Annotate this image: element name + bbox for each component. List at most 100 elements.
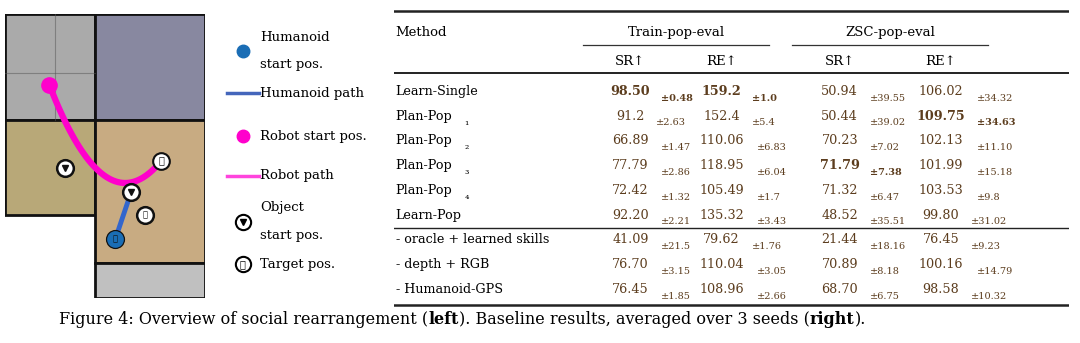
Text: Figure 4: Overview of social rearrangement (: Figure 4: Overview of social rearrangeme… — [59, 311, 429, 328]
Text: Plan-Pop: Plan-Pop — [395, 159, 453, 172]
Text: ±1.32: ±1.32 — [661, 192, 691, 202]
Text: Humanoid: Humanoid — [260, 31, 330, 44]
Text: ±15.18: ±15.18 — [976, 168, 1013, 177]
Text: ±21.5: ±21.5 — [661, 242, 691, 251]
Text: 70.23: 70.23 — [822, 134, 858, 147]
Text: 50.44: 50.44 — [821, 110, 859, 123]
Text: Humanoid path: Humanoid path — [260, 87, 364, 100]
Text: ZSC-pop-eval: ZSC-pop-eval — [846, 26, 935, 39]
Text: - Humanoid-GPS: - Humanoid-GPS — [395, 283, 502, 296]
Text: ).: ). — [854, 311, 866, 328]
Text: ₂: ₂ — [464, 141, 469, 151]
Text: 102.13: 102.13 — [919, 134, 963, 147]
Text: ±3.15: ±3.15 — [661, 267, 691, 276]
Text: ±5.4: ±5.4 — [752, 118, 775, 127]
Text: ±2.21: ±2.21 — [661, 217, 691, 226]
Bar — [95, 120, 205, 263]
Text: 98.50: 98.50 — [610, 85, 650, 98]
Text: ±31.02: ±31.02 — [971, 217, 1008, 226]
Text: Object: Object — [260, 201, 305, 214]
Text: 71.79: 71.79 — [820, 159, 860, 172]
Text: 99.80: 99.80 — [922, 209, 959, 222]
Text: Method: Method — [395, 26, 447, 39]
Text: ±1.76: ±1.76 — [752, 242, 782, 251]
Text: 106.02: 106.02 — [919, 85, 963, 98]
Text: 109.75: 109.75 — [917, 110, 966, 123]
Text: 103.53: 103.53 — [919, 184, 963, 197]
Text: 21.44: 21.44 — [822, 233, 858, 246]
Text: Robot path: Robot path — [260, 169, 334, 182]
Text: 152.4: 152.4 — [703, 110, 740, 123]
Text: ₁: ₁ — [464, 117, 469, 127]
Text: 50.94: 50.94 — [821, 85, 859, 98]
Text: Target pos.: Target pos. — [260, 258, 336, 271]
Text: 48.52: 48.52 — [821, 209, 859, 222]
Text: Train-pop-eval: Train-pop-eval — [627, 26, 725, 39]
Text: - depth + RGB: - depth + RGB — [395, 258, 489, 271]
Text: ±8.18: ±8.18 — [870, 267, 900, 276]
Text: 76.45: 76.45 — [922, 233, 959, 246]
Text: ±7.38: ±7.38 — [870, 168, 902, 177]
Bar — [5, 120, 95, 215]
Text: ±1.0: ±1.0 — [752, 94, 777, 103]
Text: ±6.83: ±6.83 — [757, 143, 787, 152]
Text: 110.06: 110.06 — [700, 134, 744, 147]
Text: 159.2: 159.2 — [702, 85, 742, 98]
Text: left: left — [429, 311, 459, 328]
Text: Learn-Pop: Learn-Pop — [395, 209, 461, 222]
Text: 71.32: 71.32 — [822, 184, 858, 197]
Text: ±1.47: ±1.47 — [661, 143, 691, 152]
Bar — [5, 14, 95, 120]
Text: Plan-Pop: Plan-Pop — [395, 184, 453, 197]
Text: ₃: ₃ — [464, 166, 469, 176]
Text: start pos.: start pos. — [260, 58, 324, 71]
Text: 101.99: 101.99 — [919, 159, 963, 172]
Text: ±18.16: ±18.16 — [870, 242, 906, 251]
Text: ⚑: ⚑ — [159, 156, 164, 165]
Text: Learn-Single: Learn-Single — [395, 85, 478, 98]
Text: 92.20: 92.20 — [612, 209, 649, 222]
Text: ±2.63: ±2.63 — [656, 118, 686, 127]
Text: 98.58: 98.58 — [922, 283, 959, 296]
Text: 41.09: 41.09 — [612, 233, 649, 246]
Text: 68.70: 68.70 — [822, 283, 858, 296]
Text: ±6.47: ±6.47 — [870, 192, 900, 202]
Text: right: right — [810, 311, 854, 328]
Text: ±10.32: ±10.32 — [971, 292, 1008, 300]
Text: ±1.85: ±1.85 — [661, 292, 691, 300]
Text: ₄: ₄ — [464, 191, 469, 201]
Text: 135.32: 135.32 — [699, 209, 744, 222]
Text: 108.96: 108.96 — [699, 283, 744, 296]
Text: ±3.05: ±3.05 — [757, 267, 787, 276]
Text: ±3.43: ±3.43 — [757, 217, 787, 226]
Text: 70.89: 70.89 — [822, 258, 858, 271]
Text: ±6.75: ±6.75 — [870, 292, 900, 300]
Text: ±2.86: ±2.86 — [661, 168, 691, 177]
Text: Robot start pos.: Robot start pos. — [260, 130, 367, 143]
Text: ±9.23: ±9.23 — [971, 242, 1001, 251]
Text: ±34.32: ±34.32 — [976, 94, 1013, 103]
Text: SR↑: SR↑ — [616, 55, 646, 68]
Text: ±9.8: ±9.8 — [976, 192, 1000, 202]
Bar — [95, 14, 205, 120]
Text: ±14.79: ±14.79 — [976, 267, 1013, 276]
Text: RE↑: RE↑ — [926, 55, 956, 68]
Text: Plan-Pop: Plan-Pop — [395, 110, 453, 123]
Text: 91.2: 91.2 — [617, 110, 645, 123]
Text: 72.42: 72.42 — [612, 184, 649, 197]
Text: 110.04: 110.04 — [700, 258, 744, 271]
Text: ⚑: ⚑ — [112, 235, 118, 243]
Text: 66.89: 66.89 — [612, 134, 649, 147]
Text: 118.95: 118.95 — [699, 159, 744, 172]
Text: 100.16: 100.16 — [919, 258, 963, 271]
Text: ±0.48: ±0.48 — [661, 94, 692, 103]
Text: ±39.02: ±39.02 — [870, 118, 906, 127]
Text: ). Baseline results, averaged over 3 seeds (: ). Baseline results, averaged over 3 see… — [459, 311, 810, 328]
Text: 79.62: 79.62 — [703, 233, 740, 246]
Text: 76.70: 76.70 — [612, 258, 649, 271]
Text: RE↑: RE↑ — [706, 55, 737, 68]
Text: 76.45: 76.45 — [612, 283, 649, 296]
Text: ±39.55: ±39.55 — [870, 94, 906, 103]
Text: start pos.: start pos. — [260, 229, 324, 242]
Text: ±34.63: ±34.63 — [976, 118, 1015, 127]
